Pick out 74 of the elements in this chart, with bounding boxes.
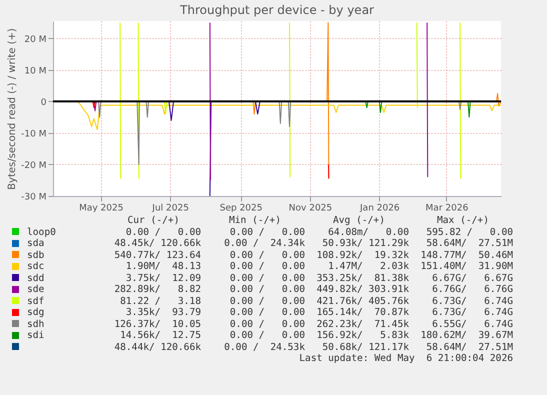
- legend-label: sdi: [26, 330, 46, 342]
- legend-label: sdg: [26, 307, 46, 318]
- y-tick-label: -30 M: [21, 192, 46, 202]
- legend-label: sdf: [26, 296, 46, 307]
- y-tick-label: -10 M: [21, 129, 46, 140]
- x-tick-label: Nov 2025: [288, 204, 332, 214]
- x-tick-label: Jul 2025: [151, 204, 189, 214]
- text: 0.00 / 0.00: [228, 318, 306, 330]
- text: 0.00 / 0.00: [228, 307, 306, 318]
- text: 6.55G/ 6.74G: [431, 318, 514, 330]
- line-series: [76, 100, 501, 130]
- text: 0.00 / 0.00: [228, 226, 306, 238]
- text: 3.35k/ 93.79: [124, 307, 202, 318]
- text: Cur (-/+): [126, 215, 180, 226]
- text: 6.73G/ 6.74G: [431, 296, 514, 307]
- text: Last update: Wed May 6 21:00:04 2026: [298, 353, 514, 364]
- text: 64.08m/ 0.00: [327, 226, 410, 238]
- text: 156.92k/ 5.83k: [316, 330, 410, 342]
- text: 3.75k/ 12.09: [124, 272, 202, 284]
- legend-label: sde: [26, 284, 46, 296]
- y-tick-label: 10 M: [24, 66, 46, 76]
- text: 151.40M/ 31.90M: [420, 261, 514, 272]
- text: 6.67G/ 6.67G: [431, 272, 514, 284]
- text: 180.62M/ 39.67M: [420, 330, 514, 342]
- text: Max (-/+): [436, 215, 490, 226]
- text: Min (-/+): [228, 215, 282, 226]
- text: 421.76k/ 405.76k: [316, 296, 410, 307]
- text: 0.00 / 0.00: [228, 330, 306, 342]
- text: 81.22 / 3.18: [119, 296, 202, 307]
- text: 353.25k/ 81.38k: [316, 272, 410, 284]
- text: 0.00 / 0.00: [228, 261, 306, 272]
- text: 48.45k/ 120.66k: [113, 238, 202, 250]
- text: Avg (-/+): [332, 215, 386, 226]
- text: 0.00 / 24.34k: [223, 238, 306, 250]
- text: 165.14k/ 70.87k: [316, 307, 410, 318]
- legend-label: sdd: [26, 272, 46, 284]
- text: 262.23k/ 71.45k: [316, 318, 410, 330]
- y-tick-label: -20 M: [21, 160, 46, 171]
- y-tick-label: 20 M: [24, 34, 46, 45]
- text: 1.90M/ 48.13: [124, 261, 202, 272]
- text: 282.89k/ 8.82: [113, 284, 202, 296]
- text: 148.77M/ 50.46M: [420, 250, 514, 261]
- text: 48.44k/ 120.66k: [113, 342, 202, 353]
- text: 108.92k/ 19.32k: [316, 250, 410, 261]
- text: 50.68k/ 121.17k: [321, 342, 410, 353]
- legend-label: sda: [26, 238, 46, 250]
- text: 595.82 / 0.00: [425, 226, 514, 238]
- text: 0.00 / 0.00: [228, 296, 306, 307]
- text: 540.77k/ 123.64: [113, 250, 202, 261]
- text: 6.73G/ 6.74G: [431, 307, 514, 318]
- x-tick-label: May 2025: [79, 204, 124, 214]
- chart-title: Throughput per device - by year: [179, 3, 374, 17]
- text: 6.76G/ 6.76G: [431, 284, 514, 296]
- text: 58.64M/ 27.51M: [425, 342, 514, 353]
- text: 0.00 / 0.00: [228, 250, 306, 261]
- text: 0.00 / 0.00: [228, 272, 306, 284]
- x-tick-label: Sep 2025: [220, 204, 262, 214]
- text: 58.64M/ 27.51M: [425, 238, 514, 250]
- text: 50.93k/ 121.29k: [321, 238, 410, 250]
- text: 0.00 / 0.00: [228, 284, 306, 296]
- legend-label: sdb: [26, 250, 46, 261]
- legend-label: sdc: [26, 261, 46, 272]
- text: 1.47M/ 2.03k: [327, 261, 410, 272]
- text: 0.00 / 0.00: [124, 226, 202, 238]
- y-tick-label: 0: [40, 98, 47, 108]
- text: 449.82k/ 303.91k: [316, 284, 410, 296]
- x-tick-label: Mar 2026: [426, 204, 469, 214]
- text: 0.00 / 24.53k: [223, 342, 306, 353]
- y-axis-title: Bytes/second read (-) / write (+): [7, 28, 18, 190]
- text: 14.56k/ 12.75: [119, 330, 202, 342]
- legend-label: sdh: [26, 318, 46, 330]
- legend-label: loop0: [26, 226, 57, 238]
- text: 126.37k/ 10.05: [113, 318, 202, 330]
- x-tick-label: Jan 2026: [359, 204, 400, 214]
